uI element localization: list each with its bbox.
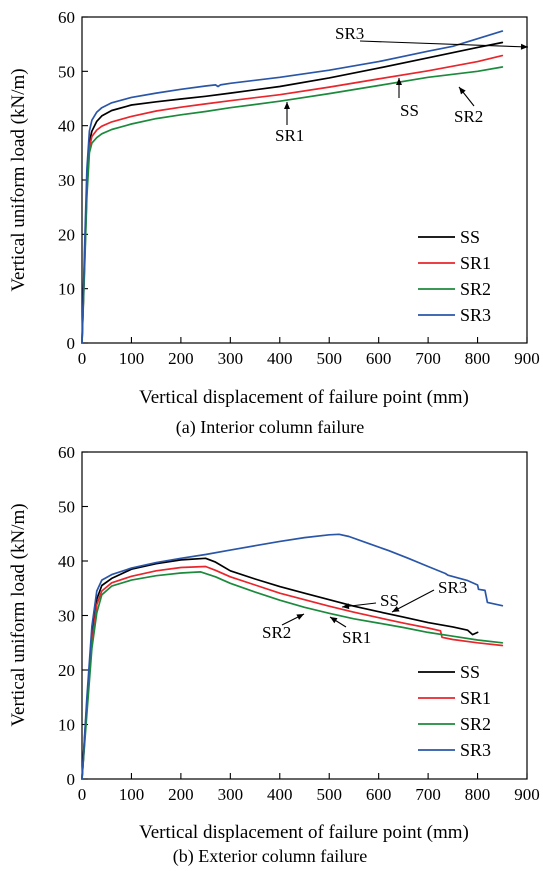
axis-ticks: 0 100 200 300 400 500 600 700 800 900 0 10 20 30 40 50 6…: [58, 443, 540, 804]
annotation-arrowhead: [284, 102, 290, 109]
chart-panel-exterior: 0 100 200 300 400 500 600 700 800 900 0 10 20 30 40 50 6…: [8, 443, 540, 867]
annotation-label-sr3: SR3: [335, 24, 364, 43]
y-tick-label: 10: [58, 280, 75, 299]
y-tick-label: 20: [58, 225, 75, 244]
x-tick-label: 500: [316, 785, 342, 804]
series-line-sr2: [81, 571, 504, 780]
legend-label-sr2: SR2: [460, 714, 491, 734]
x-tick-label: 800: [465, 785, 491, 804]
y-tick-label: 30: [58, 607, 75, 626]
annotation-label-ss: SS: [400, 101, 419, 120]
x-tick-label: 700: [415, 785, 441, 804]
y-axis-title: Vertical uniform load (kN/m): [8, 68, 29, 291]
legend-label-sr3: SR3: [460, 740, 491, 760]
x-tick-label: 600: [366, 349, 392, 368]
x-tick-label: 700: [415, 349, 441, 368]
series-line-sr1: [81, 54, 504, 344]
annotation-label-sr3: SR3: [438, 578, 467, 597]
panel-caption: (b) Exterior column failure: [173, 846, 367, 867]
x-tick-label: 200: [168, 349, 194, 368]
x-tick-label: 500: [316, 349, 342, 368]
series-layer: [81, 30, 504, 344]
y-tick-label: 0: [67, 334, 76, 353]
legend: SS SR1 SR2 SR3: [418, 227, 491, 325]
y-tick-label: 40: [58, 117, 75, 136]
annotation-arrowhead: [342, 603, 350, 610]
x-tick-label: 100: [119, 349, 145, 368]
legend-label-ss: SS: [460, 227, 480, 247]
annotation-layer: SR3 SS SR2 SR1: [262, 578, 467, 647]
annotation-arrowhead: [520, 43, 528, 50]
x-tick-label: 200: [168, 785, 194, 804]
y-tick-label: 60: [58, 8, 75, 27]
annotation-arrowhead: [392, 606, 400, 612]
annotation-label-sr1: SR1: [275, 126, 304, 145]
annotation-pointer: [359, 40, 529, 48]
series-line-sr1: [81, 565, 504, 780]
series-line-ss: [81, 557, 479, 780]
y-tick-label: 20: [58, 661, 75, 680]
annotation-arrowhead: [459, 87, 466, 95]
x-axis-title: Vertical displacement of failure point (…: [139, 387, 469, 408]
axis-ticks: 0 100 200 300 400 500 600 700 800 900 0 10 20 30 40 50 6…: [58, 8, 540, 368]
series-line-sr3: [81, 533, 504, 780]
x-tick-label: 100: [119, 785, 145, 804]
x-tick-label: 400: [267, 349, 293, 368]
annotation-label-sr2: SR2: [454, 107, 483, 126]
series-line-sr2: [81, 66, 504, 344]
legend-label-sr3: SR3: [460, 305, 491, 325]
legend-label-sr1: SR1: [460, 688, 491, 708]
x-tick-label: 800: [465, 349, 491, 368]
annotation-label-ss: SS: [380, 591, 399, 610]
legend: SS SR1 SR2 SR3: [418, 662, 491, 760]
legend-label-sr1: SR1: [460, 253, 491, 273]
annotation-label-sr2: SR2: [262, 623, 291, 642]
y-tick-label: 50: [58, 498, 75, 517]
x-tick-label: 0: [78, 349, 87, 368]
x-tick-label: 0: [78, 785, 87, 804]
y-tick-label: 50: [58, 62, 75, 81]
series-line-ss: [81, 41, 504, 344]
y-tick-label: 0: [67, 770, 76, 789]
panel-caption: (a) Interior column failure: [176, 417, 364, 438]
annotation-arrowhead: [296, 614, 304, 620]
x-tick-label: 300: [218, 349, 244, 368]
annotation-arrowhead: [396, 78, 402, 85]
legend-label-ss: SS: [460, 662, 480, 682]
annotation-arrowhead: [330, 617, 338, 624]
annotation-layer: SR3 SR1 SS SR2: [275, 24, 529, 145]
x-tick-label: 900: [514, 785, 540, 804]
annotation-label-sr1: SR1: [342, 628, 371, 647]
y-tick-label: 10: [58, 716, 75, 735]
y-axis-title: Vertical uniform load (kN/m): [8, 503, 29, 726]
x-tick-label: 300: [218, 785, 244, 804]
chart-panel-interior: 0 100 200 300 400 500 600 700 800 900 0 10 20 30 40 50 6…: [8, 8, 540, 438]
x-axis-title: Vertical displacement of failure point (…: [139, 822, 469, 843]
series-layer: [81, 533, 504, 780]
legend-label-sr2: SR2: [460, 279, 491, 299]
y-tick-label: 40: [58, 552, 75, 571]
y-tick-label: 60: [58, 443, 75, 462]
x-tick-label: 900: [514, 349, 540, 368]
annotation-pointer: [391, 589, 435, 613]
x-tick-label: 600: [366, 785, 392, 804]
series-line-sr3: [81, 30, 504, 344]
x-tick-label: 400: [267, 785, 293, 804]
y-tick-label: 30: [58, 171, 75, 190]
